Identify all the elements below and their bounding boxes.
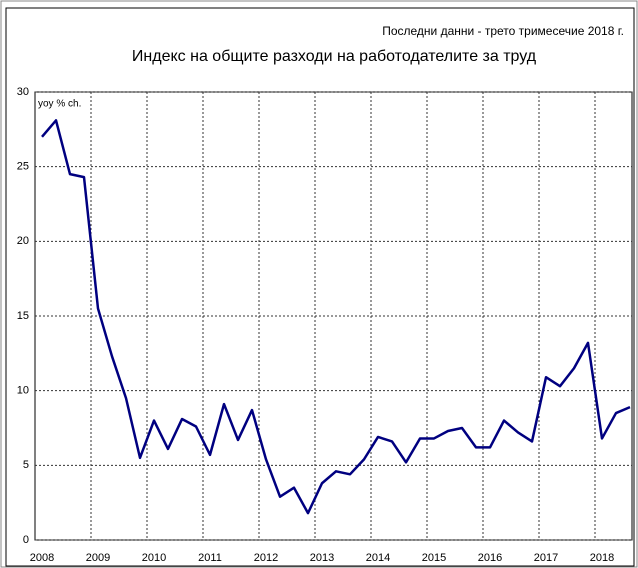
x-tick-label: 2010: [142, 552, 166, 564]
data-line: [41, 119, 631, 515]
x-tick-label: 2015: [422, 552, 446, 564]
x-tick-label: 2013: [310, 552, 334, 564]
chart-border: [5, 7, 635, 567]
chart-subtitle: Последни данни - трето тримесечие 2018 г…: [382, 24, 624, 38]
chart-title: Индекс на общите разходи на работодатели…: [132, 48, 537, 65]
x-tick-label: 2008: [30, 552, 54, 564]
y-tick-label: 5: [23, 459, 29, 471]
y-tick-label: 10: [17, 385, 29, 397]
y-tick-label: 15: [17, 310, 29, 322]
x-tick-label: 2016: [478, 552, 502, 564]
y-tick-label: 25: [17, 161, 29, 173]
x-tick-label: 2012: [254, 552, 278, 564]
y-tick-label: 20: [17, 235, 29, 247]
y-tick-label: 30: [17, 86, 29, 98]
x-tick-label: 2014: [366, 552, 390, 564]
y-tick-label: 0: [23, 534, 29, 546]
x-tick-label: 2018: [590, 552, 614, 564]
x-tick-label: 2009: [86, 552, 110, 564]
y-axis-label: yoy % ch.: [38, 99, 81, 110]
x-tick-label: 2011: [198, 552, 222, 564]
x-tick-label: 2017: [534, 552, 558, 564]
